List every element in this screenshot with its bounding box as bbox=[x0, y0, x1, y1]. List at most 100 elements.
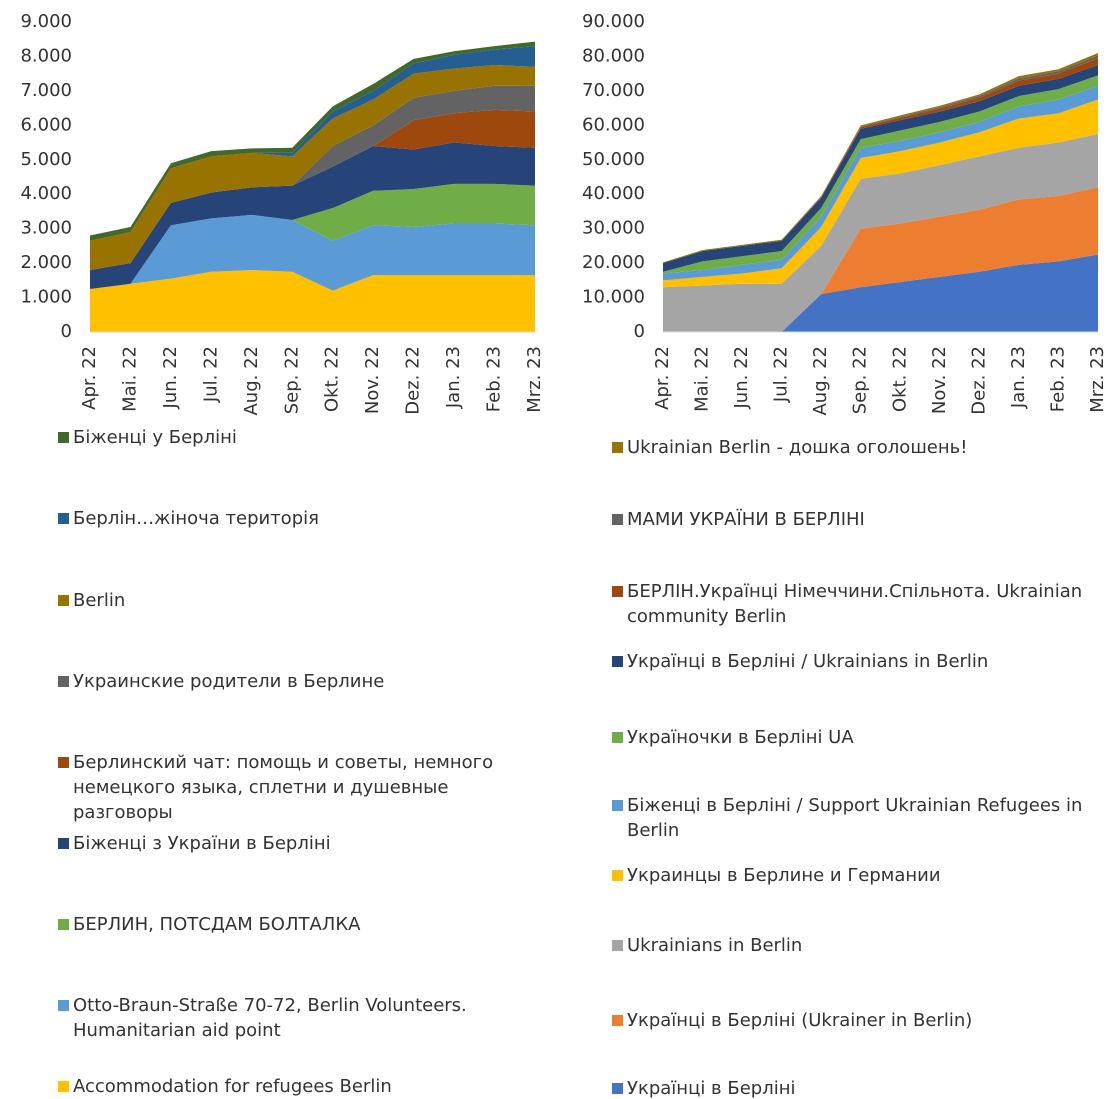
x-tick-label: Apr. 22 bbox=[652, 346, 673, 410]
y-tick-label: 40.000 bbox=[582, 183, 645, 204]
legend-label: Украинцы в Берлине и Германии bbox=[627, 865, 941, 886]
legend-entry: Berlin bbox=[58, 588, 528, 613]
legend-label: Берлін…жіноча територія bbox=[73, 508, 319, 529]
area bbox=[663, 187, 1098, 332]
legend-swatch bbox=[58, 919, 69, 930]
legend-swatch bbox=[612, 586, 623, 597]
legend-swatch bbox=[58, 595, 69, 606]
x-tick-label: Nov. 22 bbox=[929, 346, 950, 414]
legend-swatch bbox=[58, 513, 69, 524]
legend-swatch bbox=[612, 514, 623, 525]
legend-entry: Біженці у Берліні bbox=[58, 425, 528, 450]
y-tick-label: 4.000 bbox=[20, 183, 72, 204]
legend-swatch bbox=[612, 1015, 623, 1026]
area bbox=[663, 65, 1098, 272]
y-tick-label: 8.000 bbox=[20, 45, 72, 66]
legend-label: Otto-Braun-Straße 70-72, Berlin Voluntee… bbox=[73, 995, 467, 1041]
legend-swatch bbox=[612, 870, 623, 881]
x-tick-label: Jul. 22 bbox=[771, 346, 792, 403]
legend-swatch bbox=[58, 1081, 69, 1092]
y-tick-label: 7.000 bbox=[20, 80, 72, 101]
legend-swatch bbox=[612, 442, 623, 453]
legend-entry: Украинцы в Берлине и Германии bbox=[612, 863, 1102, 888]
y-tick-label: 3.000 bbox=[20, 218, 72, 239]
legend-swatch bbox=[58, 838, 69, 849]
legend-label: Українці в Берліні (Ukrainer in Berlin) bbox=[627, 1010, 973, 1031]
legend-label: Ukrainian Berlin - дошка оголошень! bbox=[627, 437, 968, 458]
legend-entry: Біженці в Берліні / Support Ukrainian Re… bbox=[612, 793, 1102, 843]
legend-entry: МАМИ УКРАЇНИ В БЕРЛІНІ bbox=[612, 507, 1102, 532]
legend-swatch bbox=[58, 1000, 69, 1011]
y-tick-label: 6.000 bbox=[20, 114, 72, 135]
legend-label: Berlin bbox=[73, 590, 126, 611]
legend-label: МАМИ УКРАЇНИ В БЕРЛІНІ bbox=[627, 509, 865, 530]
y-tick-label: 30.000 bbox=[582, 218, 645, 239]
legend-label: БЕРЛИН, ПОТСДАМ БОЛТАЛКА bbox=[73, 914, 361, 935]
y-tick-label: 0 bbox=[634, 321, 645, 342]
x-tick-label: Jan. 23 bbox=[1008, 346, 1029, 409]
legend-label: Украинские родители в Берлине bbox=[73, 671, 385, 692]
x-tick-label: Mrz. 23 bbox=[1087, 346, 1108, 413]
legend-label: Українці в Берліні bbox=[627, 1078, 796, 1099]
legend-swatch bbox=[612, 940, 623, 951]
legend-entry: БЕРЛИН, ПОТСДАМ БОЛТАЛКА bbox=[58, 912, 528, 937]
area bbox=[90, 85, 535, 270]
legend-label: БЕРЛІН.Українці Німеччини.Спільнота. Ukr… bbox=[627, 581, 1083, 627]
x-tick-label: Dez. 22 bbox=[403, 346, 424, 415]
x-tick-label: Jan. 23 bbox=[443, 346, 464, 409]
y-tick-label: 9.000 bbox=[20, 11, 72, 32]
x-tick-label: Sep. 22 bbox=[850, 346, 871, 414]
area bbox=[663, 75, 1098, 274]
area bbox=[90, 214, 535, 291]
legend-entry: Берлинский чат: помощь и советы, немного… bbox=[58, 750, 528, 825]
legend-swatch bbox=[58, 676, 69, 687]
legend-label: Україночки в Берліні UA bbox=[627, 727, 854, 748]
area bbox=[663, 133, 1098, 332]
y-tick-label: 5.000 bbox=[20, 149, 72, 170]
y-tick-label: 70.000 bbox=[582, 80, 645, 101]
area bbox=[663, 99, 1098, 288]
x-tick-label: Mai. 22 bbox=[119, 346, 140, 412]
x-tick-label: Aug. 22 bbox=[810, 346, 831, 416]
y-tick-label: 0 bbox=[61, 321, 72, 342]
x-tick-label: Dez. 22 bbox=[968, 346, 989, 415]
legend-entry: Українці в Берліні (Ukrainer in Berlin) bbox=[612, 1008, 1102, 1033]
legend-entry: Українці в Берліні bbox=[612, 1076, 1102, 1099]
x-tick-label: Mai. 22 bbox=[692, 346, 713, 412]
legend-entry: Берлін…жіноча територія bbox=[58, 506, 528, 531]
x-tick-label: Aug. 22 bbox=[241, 346, 262, 416]
legend-label: Біженці в Берліні / Support Ukrainian Re… bbox=[627, 795, 1083, 841]
x-tick-label: Jun. 22 bbox=[731, 346, 752, 409]
x-tick-label: Jul. 22 bbox=[200, 346, 221, 403]
legend-label: Українці в Берліні / Ukrainians in Berli… bbox=[627, 651, 989, 672]
area bbox=[90, 109, 535, 270]
x-tick-label: Nov. 22 bbox=[362, 346, 383, 414]
legend-swatch bbox=[612, 732, 623, 743]
legend-label: Біженці у Берліні bbox=[73, 427, 237, 448]
legend-swatch bbox=[612, 1083, 623, 1094]
x-tick-label: Okt. 22 bbox=[889, 346, 910, 412]
x-tick-label: Sep. 22 bbox=[281, 346, 302, 414]
x-tick-label: Okt. 22 bbox=[322, 346, 343, 412]
x-tick-label: Jun. 22 bbox=[160, 346, 181, 409]
y-tick-label: 90.000 bbox=[582, 11, 645, 32]
x-tick-label: Feb. 23 bbox=[484, 346, 505, 412]
area bbox=[90, 183, 535, 289]
legend-label: Берлинский чат: помощь и советы, немного… bbox=[73, 752, 494, 823]
area bbox=[663, 58, 1098, 264]
area bbox=[663, 254, 1098, 332]
y-tick-label: 20.000 bbox=[582, 252, 645, 273]
legend-entry: Otto-Braun-Straße 70-72, Berlin Voluntee… bbox=[58, 993, 528, 1043]
legend-entry: Украинские родители в Берлине bbox=[58, 669, 528, 694]
y-tick-label: 60.000 bbox=[582, 114, 645, 135]
x-tick-label: Feb. 23 bbox=[1047, 346, 1068, 412]
area bbox=[663, 85, 1098, 281]
y-tick-label: 10.000 bbox=[582, 287, 645, 308]
y-tick-label: 80.000 bbox=[582, 45, 645, 66]
legend-label: Біженці з України в Берліні bbox=[73, 833, 331, 854]
legend-entry: Accommodation for refugees Berlin bbox=[58, 1074, 528, 1099]
legend-label: Ukrainians in Berlin bbox=[627, 935, 803, 956]
x-tick-label: Mrz. 23 bbox=[524, 346, 545, 413]
